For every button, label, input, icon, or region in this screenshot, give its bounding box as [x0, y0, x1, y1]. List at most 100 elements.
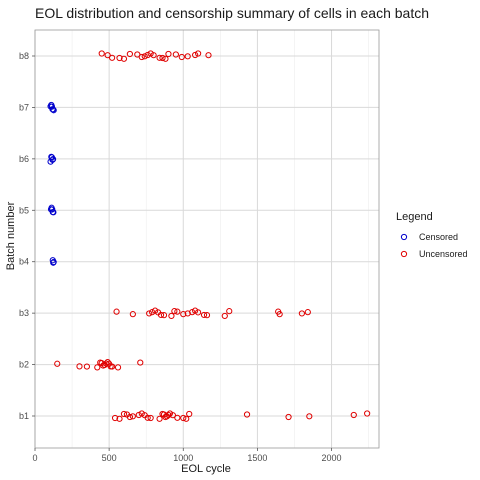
- x-tick-label: 2000: [322, 453, 342, 463]
- legend-key-uncensored: [400, 250, 408, 258]
- uncensored-point: [141, 53, 148, 60]
- uncensored-point: [126, 50, 133, 58]
- uncensored-point: [98, 50, 105, 57]
- uncensored-point: [129, 413, 136, 420]
- y-gridlines: [35, 55, 379, 417]
- legend-label-uncensored: Uncensored: [419, 249, 468, 259]
- uncensored-point: [114, 364, 122, 371]
- uncensored-point: [129, 311, 136, 318]
- uncensored-point: [205, 52, 212, 59]
- uncensored-point: [94, 364, 101, 371]
- data-points: [47, 50, 371, 422]
- censored-point: [49, 206, 56, 213]
- uncensored-point: [83, 363, 90, 370]
- y-tick-label: b7: [19, 102, 29, 112]
- uncensored-point: [174, 308, 181, 315]
- legend: Legend Censored Uncensored: [396, 211, 468, 259]
- uncensored-point: [120, 410, 128, 418]
- uncensored-point: [157, 311, 165, 319]
- uncensored-point: [159, 54, 166, 62]
- uncensored-point: [169, 412, 176, 419]
- uncensored-point: [146, 310, 153, 317]
- uncensored-point: [138, 53, 145, 61]
- uncensored-point: [306, 413, 313, 420]
- y-tick-label: b8: [19, 51, 29, 61]
- uncensored-point: [178, 53, 185, 61]
- uncensored-point: [186, 410, 193, 418]
- panel-background: [35, 30, 379, 448]
- uncensored-point: [168, 312, 175, 320]
- y-tick-label: b2: [19, 360, 29, 370]
- chart-title: EOL distribution and censorship summary …: [35, 5, 429, 21]
- uncensored-point: [276, 311, 283, 318]
- uncensored-point: [165, 411, 172, 419]
- uncensored-point: [285, 413, 292, 421]
- uncensored-point: [226, 308, 233, 315]
- uncensored-point: [192, 51, 199, 59]
- censored-point: [48, 103, 56, 110]
- uncensored-point: [221, 312, 228, 320]
- uncensored-point: [203, 312, 211, 319]
- uncensored-point: [184, 53, 191, 60]
- uncensored-point: [137, 359, 144, 366]
- legend-title: Legend: [396, 211, 433, 223]
- x-tick-label: 500: [102, 453, 117, 463]
- uncensored-point: [160, 312, 168, 319]
- uncensored-point: [172, 51, 179, 58]
- uncensored-point: [162, 55, 169, 62]
- uncensored-point: [304, 309, 311, 316]
- uncensored-point: [189, 309, 196, 316]
- uncensored-point: [180, 414, 187, 422]
- uncensored-point: [298, 310, 305, 317]
- uncensored-point: [54, 360, 61, 367]
- uncensored-point: [171, 308, 178, 315]
- uncensored-point: [350, 411, 357, 419]
- uncensored-point: [165, 50, 172, 58]
- uncensored-point: [174, 414, 181, 421]
- uncensored-point: [120, 55, 128, 62]
- y-tick-label: b6: [19, 154, 29, 164]
- plot-panel: [34, 29, 380, 449]
- censored-point: [49, 156, 56, 163]
- uncensored-point: [103, 360, 110, 367]
- uncensored-point: [111, 414, 119, 422]
- censored-point: [50, 107, 57, 114]
- uncensored-point: [147, 414, 154, 422]
- y-tick-label: b4: [19, 257, 29, 267]
- uncensored-point: [104, 358, 111, 366]
- x-axis-title: EOL cycle: [181, 463, 231, 475]
- x-tick-label: 1500: [247, 453, 267, 463]
- uncensored-point: [134, 51, 141, 58]
- censored-point: [50, 209, 57, 216]
- uncensored-point: [116, 54, 123, 62]
- uncensored-point: [113, 308, 120, 315]
- uncensored-point: [135, 411, 142, 419]
- y-tick-label: b3: [19, 308, 29, 318]
- uncensored-point: [156, 54, 163, 61]
- y-tick-label: b5: [19, 205, 29, 215]
- censored-point: [49, 156, 57, 163]
- uncensored-point: [200, 311, 208, 319]
- uncensored-point: [364, 410, 371, 417]
- uncensored-point: [149, 309, 156, 316]
- uncensored-point: [150, 52, 157, 59]
- legend-key-censored: [400, 233, 408, 241]
- uncensored-point: [195, 50, 202, 57]
- uncensored-point: [109, 54, 116, 61]
- uncensored-point: [76, 363, 83, 370]
- uncensored-point: [180, 311, 187, 318]
- uncensored-point: [104, 52, 111, 59]
- censored-point: [50, 258, 57, 266]
- uncensored-point: [243, 411, 251, 418]
- y-axis-title: Batch number: [5, 201, 17, 270]
- x-tick-label: 1000: [173, 453, 193, 463]
- uncensored-point: [109, 363, 116, 370]
- y-tick-label: b1: [19, 411, 29, 421]
- uncensored-point: [195, 309, 202, 316]
- uncensored-point: [126, 413, 133, 421]
- uncensored-point: [156, 415, 163, 422]
- y-axis-ticks: b1 b2 b3 b4 b5 b6 b7 b8: [19, 51, 35, 421]
- x-axis-ticks: 0 500 1000 1500 2000: [32, 448, 342, 463]
- uncensored-point: [144, 51, 151, 59]
